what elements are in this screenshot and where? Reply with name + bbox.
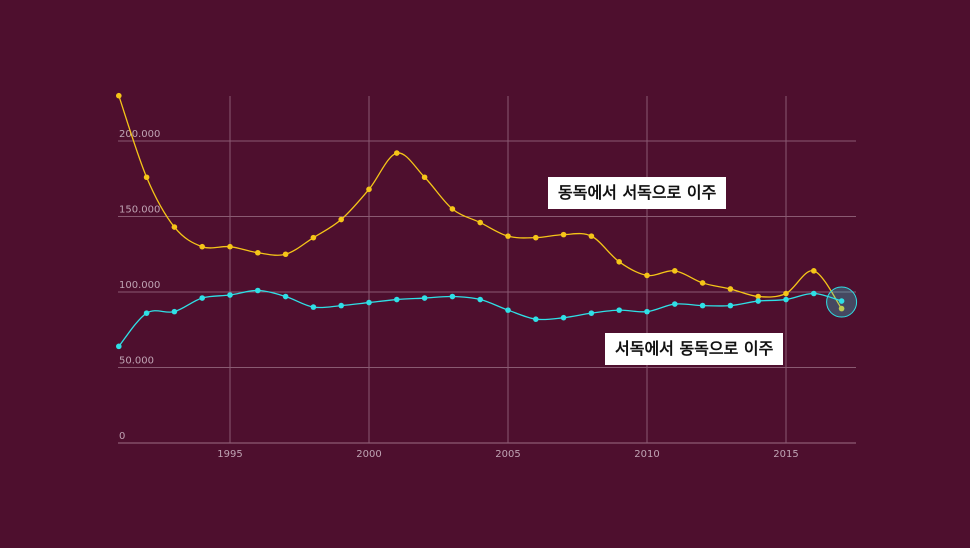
west-to-east-point: [616, 307, 622, 313]
west-to-east-point: [644, 308, 650, 315]
west-to-east-point: [338, 302, 345, 309]
y-tick-label: 50.000: [119, 356, 154, 367]
east-to-west-point: [783, 290, 789, 297]
west-to-east-point: [505, 307, 511, 313]
west-to-east-point: [533, 316, 539, 322]
y-tick-label: 150.000: [119, 205, 160, 216]
east-to-west-point: [227, 243, 233, 250]
east-to-west-point: [533, 234, 539, 241]
west-to-east-point: [227, 292, 233, 298]
east-to-west-point: [199, 243, 205, 250]
series-layer: [116, 92, 845, 350]
west-to-east-point: [310, 304, 317, 310]
east-to-west-point: [254, 249, 261, 256]
west-to-east-point: [838, 298, 845, 304]
west-to-east-point: [783, 296, 789, 303]
west-to-east-point: [449, 293, 456, 300]
highlight-layer: [826, 286, 858, 318]
east-to-west-point: [588, 233, 595, 239]
west-to-east-point: [282, 293, 289, 300]
west-to-east-point: [727, 302, 734, 309]
y-tick-label: 100.000: [119, 280, 160, 291]
east-to-west-point: [838, 305, 845, 312]
highlight-circle: [826, 286, 858, 318]
east-to-west-point: [394, 150, 400, 156]
east-to-west-point: [421, 174, 428, 181]
east-to-west-point: [699, 280, 706, 286]
east-to-west-point: [366, 186, 372, 193]
east-to-west-point: [755, 293, 761, 300]
east-to-west-point: [672, 268, 678, 274]
x-tick-label: 2000: [356, 449, 381, 460]
east-to-west-point: [282, 251, 289, 258]
west-to-east-point: [143, 310, 150, 316]
west-to-east-point: [588, 310, 595, 316]
west-to-east-point: [394, 296, 400, 303]
east-to-west-point: [505, 233, 511, 239]
axis-layer: 0 50.000 100.000 150.000 200.000 1995 2000 2005…: [119, 129, 799, 460]
west-to-east-point: [199, 295, 205, 301]
east-to-west-point: [116, 92, 122, 99]
x-tick-label: 2005: [495, 449, 520, 460]
x-tick-label: 1995: [217, 449, 242, 460]
west-to-east-point: [421, 295, 428, 301]
west-to-east-point: [171, 308, 178, 315]
east-to-west-point: [143, 174, 150, 181]
east-to-west-line: [118, 95, 843, 309]
west-to-east-point: [699, 302, 706, 309]
east-to-west-point: [171, 224, 178, 230]
y-tick-label: 0: [119, 431, 125, 442]
east-to-west-point: [616, 259, 622, 265]
east-to-west-point: [811, 268, 817, 274]
grid-layer: [118, 96, 856, 444]
west-to-east-point: [366, 299, 372, 306]
west-to-east-label: 서독에서 동독으로 이주: [605, 333, 784, 365]
east-to-west-point: [310, 234, 317, 241]
east-to-west-point: [338, 216, 345, 223]
x-tick-label: 2010: [634, 449, 659, 460]
west-to-east-point: [672, 301, 678, 307]
east-to-west-point: [477, 219, 484, 226]
west-to-east-point: [116, 343, 122, 350]
east-to-west-point: [727, 286, 734, 292]
x-tick-label: 2015: [773, 449, 798, 460]
east-to-west-point: [560, 231, 567, 238]
west-to-east-point: [477, 296, 484, 303]
y-tick-label: 200.000: [119, 129, 160, 140]
west-to-east-point: [811, 290, 817, 297]
east-to-west-point: [449, 206, 456, 212]
west-to-east-point: [755, 298, 761, 304]
west-to-east-point: [560, 314, 567, 321]
east-to-west-point: [644, 272, 650, 279]
west-to-east-point: [254, 287, 261, 294]
east-to-west-label: 동독에서 서독으로 이주: [548, 177, 727, 209]
